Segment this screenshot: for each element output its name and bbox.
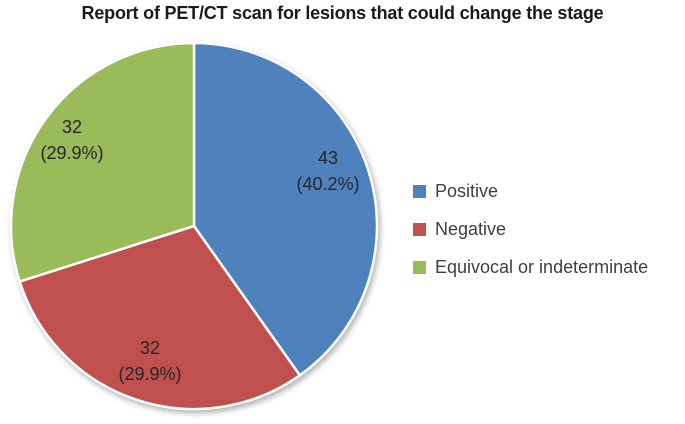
pie-chart (9, 41, 379, 411)
chart-legend: Positive Negative Equivocal or indetermi… (413, 180, 648, 294)
slice-label-positive: 43 (40.2%) (296, 145, 359, 197)
pie-slice-negative (18, 224, 302, 411)
legend-item-positive: Positive (413, 180, 648, 202)
legend-label: Positive (435, 180, 499, 201)
slice-label-negative: 32 (29.9%) (118, 335, 181, 387)
legend-item-equivocal: Equivocal or indeterminate (413, 256, 648, 278)
pie-slice-positive (192, 41, 379, 377)
slice-percent: (29.9%) (118, 364, 182, 384)
slice-value: 43 (317, 148, 339, 168)
slice-percent: (40.2%) (296, 174, 360, 194)
chart-title: Report of PET/CT scan for lesions that c… (81, 3, 604, 23)
legend-swatch-equivocal (413, 260, 426, 274)
legend-swatch-negative (413, 222, 426, 236)
legend-item-negative: Negative (413, 218, 648, 240)
legend-label: Negative (435, 218, 507, 239)
legend-swatch-positive (413, 184, 426, 198)
slice-value: 32 (139, 338, 161, 358)
legend-label: Equivocal or indeterminate (435, 256, 649, 277)
slice-label-equivocal: 32 (29.9%) (40, 114, 103, 166)
slice-percent: (29.9%) (40, 143, 104, 163)
pie-slice-equivocal-or-indeterminate (9, 41, 196, 283)
slice-value: 32 (61, 117, 83, 137)
